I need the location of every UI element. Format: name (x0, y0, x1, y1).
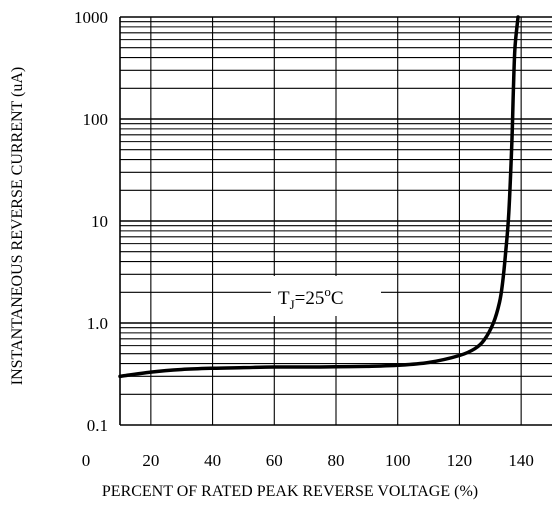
y-tick-label: 1.0 (87, 314, 108, 333)
x-tick-label: 140 (508, 451, 534, 470)
x-tick-labels: 0 20 40 60 80 100 120 140 (82, 451, 534, 470)
y-axis-title: INSTANTANEOUS REVERSE CURRENT (uA) (9, 67, 26, 385)
x-tick-label: 0 (82, 451, 91, 470)
junction-temperature-label: TJ=25oC (278, 284, 344, 312)
y-tick-label: 10 (91, 212, 108, 231)
annotation-box (271, 276, 381, 316)
y-tick-label: 100 (83, 110, 109, 129)
x-tick-label: 60 (266, 451, 283, 470)
x-tick-label: 100 (385, 451, 411, 470)
x-tick-label: 120 (447, 451, 473, 470)
x-tick-label: 20 (142, 451, 159, 470)
chart-grid (119, 16, 552, 426)
annotation-layer: TJ=25oC (271, 276, 381, 316)
y-tick-label: 0.1 (87, 416, 108, 435)
x-tick-label: 80 (328, 451, 345, 470)
x-tick-label: 40 (204, 451, 221, 470)
x-axis-title: PERCENT OF RATED PEAK REVERSE VOLTAGE (%… (102, 483, 478, 500)
y-tick-labels: 0.1 1.0 10 100 1000 (74, 8, 108, 435)
y-tick-label: 1000 (74, 8, 108, 27)
curve-layer (118, 15, 520, 379)
reverse-current-curve (118, 15, 520, 379)
